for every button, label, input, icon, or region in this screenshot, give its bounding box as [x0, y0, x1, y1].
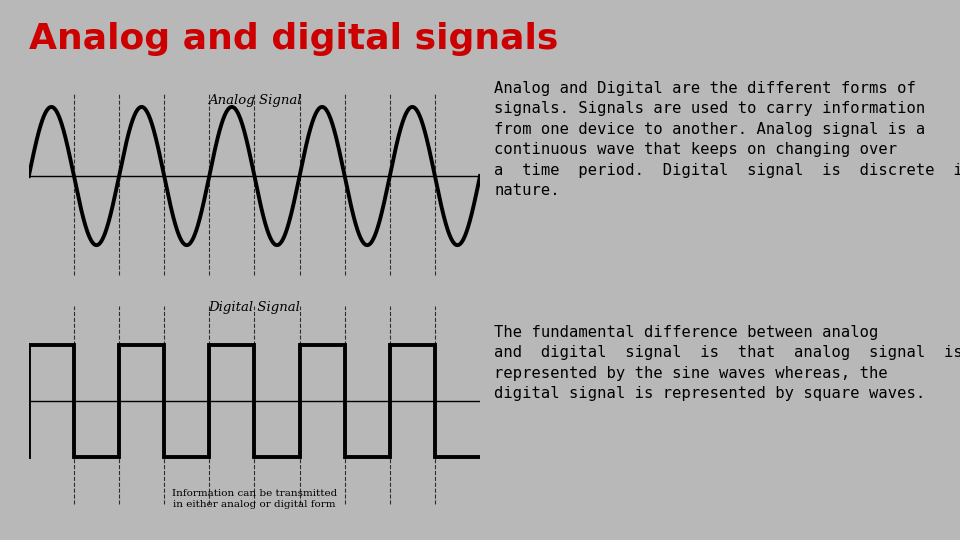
Text: Information can be transmitted
in either analog or digital form: Information can be transmitted in either… — [172, 489, 337, 509]
Text: The fundamental difference between analog
and  digital  signal  is  that  analog: The fundamental difference between analo… — [494, 325, 960, 401]
Text: Analog and digital signals: Analog and digital signals — [29, 22, 558, 56]
Text: Analog and Digital are the different forms of
signals. Signals are used to carry: Analog and Digital are the different for… — [494, 81, 960, 198]
Text: Analog Signal: Analog Signal — [207, 94, 301, 107]
Text: Digital Signal: Digital Signal — [208, 301, 300, 314]
